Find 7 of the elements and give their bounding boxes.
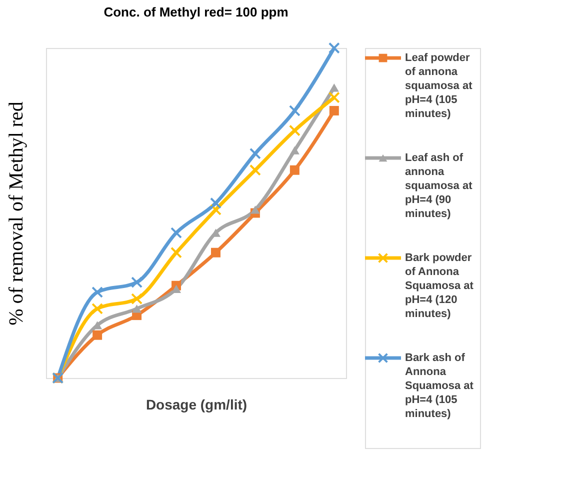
chart-title: Conc. of Methyl red= 100 ppm [104,4,288,20]
x-axis-title: Dosage (gm/lit) [146,396,248,412]
legend-label: Leaf powder of annona squamosa at pH=4 (105 minutes) [405,52,473,120]
legend-label: Bark powder of Annona Squamosa at pH=4 (120 minutes) [405,252,474,320]
legend-label: Bark ash of Annona Squamosa at pH=4 (105 minutes) [405,352,474,420]
y-axis-title: % of removal of Methyl red [6,102,28,326]
legend-label: Leaf ash of annona squamosa at pH=4 (90 minutes) [405,152,473,220]
